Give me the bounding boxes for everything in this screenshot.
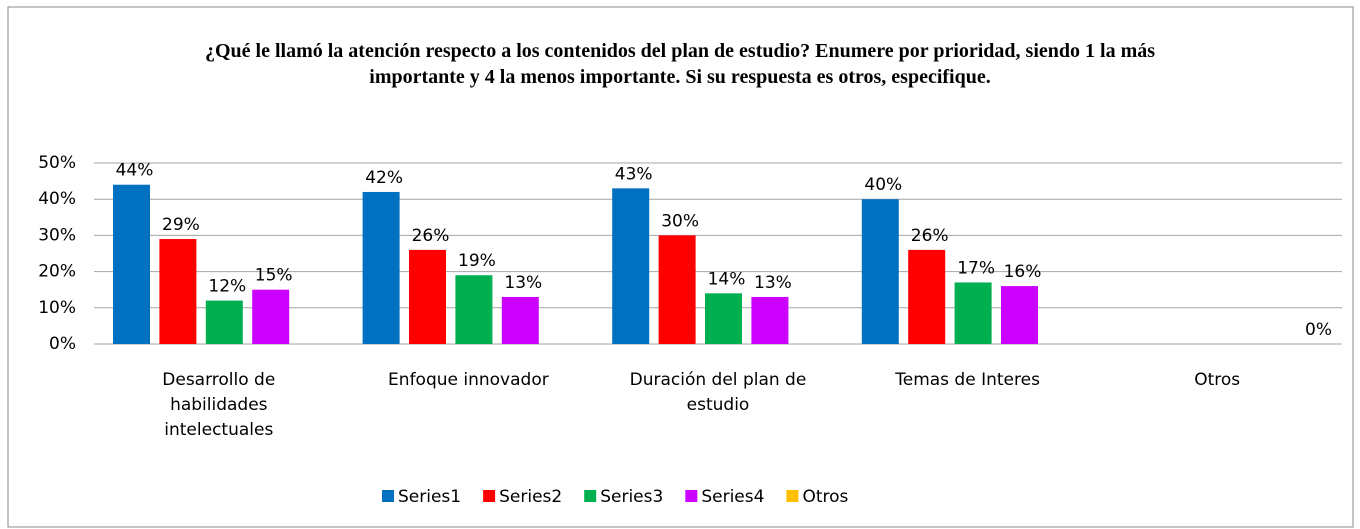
- bar: [954, 282, 992, 344]
- y-tick-label: 50%: [38, 153, 76, 173]
- bar: [252, 289, 290, 344]
- data-label: 29%: [162, 215, 200, 235]
- bar: [501, 296, 539, 344]
- bar: [658, 235, 696, 344]
- data-label: 16%: [1004, 262, 1042, 282]
- data-label: 26%: [412, 226, 450, 246]
- x-tick-label: Temas de Interes: [895, 370, 1040, 390]
- legend-label: Series1: [398, 487, 461, 507]
- legend-swatch: [685, 490, 698, 502]
- data-label: 15%: [255, 266, 293, 286]
- data-label: 26%: [911, 226, 949, 246]
- data-label: 13%: [504, 273, 542, 293]
- legend-swatch: [483, 490, 496, 502]
- data-label: 19%: [458, 251, 496, 271]
- bar: [751, 296, 789, 344]
- bar: [908, 249, 946, 344]
- bar: [1001, 286, 1038, 344]
- y-tick-label: 10%: [38, 298, 76, 318]
- data-label: 30%: [661, 211, 699, 231]
- bar: [113, 184, 150, 344]
- x-tick-label: Otros: [1194, 370, 1241, 390]
- legend-label: Series4: [701, 487, 764, 507]
- bar: [409, 249, 446, 344]
- bar: [362, 191, 400, 344]
- legend-label: Series2: [499, 487, 562, 507]
- chart-title: ¿Qué le llamó la atención respecto a los…: [204, 40, 1156, 88]
- legend-label: Series3: [600, 487, 663, 507]
- bar: [205, 300, 243, 344]
- y-tick-label: 30%: [38, 225, 76, 245]
- data-label: 13%: [754, 273, 792, 293]
- bar: [612, 188, 650, 344]
- y-tick-label: 40%: [38, 189, 76, 209]
- legend-swatch: [584, 490, 597, 502]
- bar: [861, 199, 899, 344]
- y-tick-label: 0%: [49, 334, 76, 354]
- chart-border: [7, 6, 1354, 528]
- data-label: 42%: [365, 168, 403, 188]
- bar: [159, 239, 197, 344]
- data-label: 44%: [116, 161, 154, 181]
- data-label: 14%: [708, 269, 746, 289]
- x-tick-label: Desarrollo de habilidades intelectuales: [162, 370, 276, 440]
- data-label: 40%: [864, 175, 902, 195]
- x-tick-label: Duración del plan de estudio: [629, 370, 807, 415]
- bar: [705, 293, 742, 344]
- bar: [455, 275, 493, 344]
- x-tick-label: Enfoque innovador: [388, 370, 549, 390]
- legend-swatch: [382, 490, 394, 502]
- legend-swatch: [786, 490, 799, 502]
- legend-label: Otros: [802, 487, 848, 507]
- data-label: 17%: [957, 258, 995, 278]
- y-tick-label: 20%: [38, 262, 76, 282]
- data-label: 43%: [615, 164, 653, 184]
- data-label: 0%: [1305, 320, 1332, 340]
- data-label: 12%: [208, 277, 246, 297]
